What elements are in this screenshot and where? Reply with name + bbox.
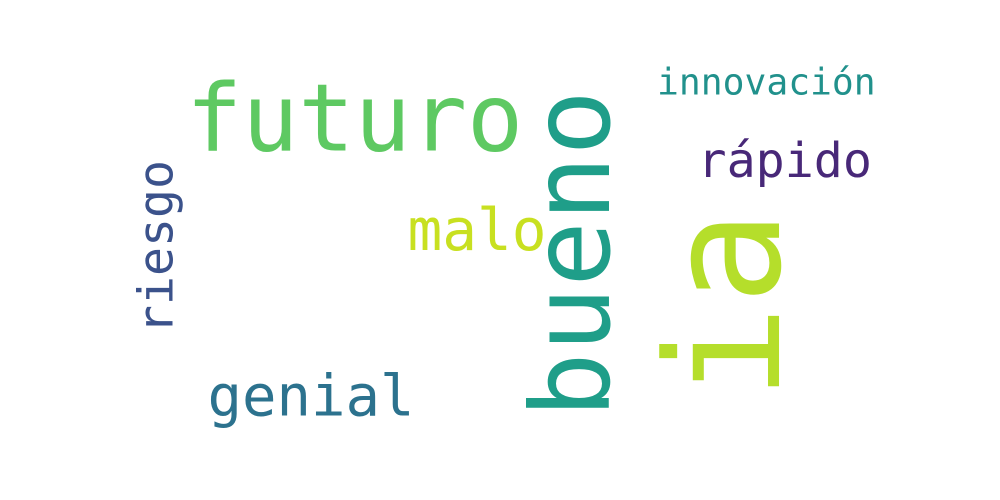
word-genial: genial — [206, 361, 414, 429]
word-rapido: rápido — [696, 132, 872, 190]
word-malo: malo — [406, 196, 547, 264]
word-innovacion: innovación — [657, 59, 876, 104]
word-futuro: futuro — [186, 63, 524, 174]
word-riesgo: riesgo — [127, 159, 184, 335]
word-ia: ia — [632, 210, 817, 400]
